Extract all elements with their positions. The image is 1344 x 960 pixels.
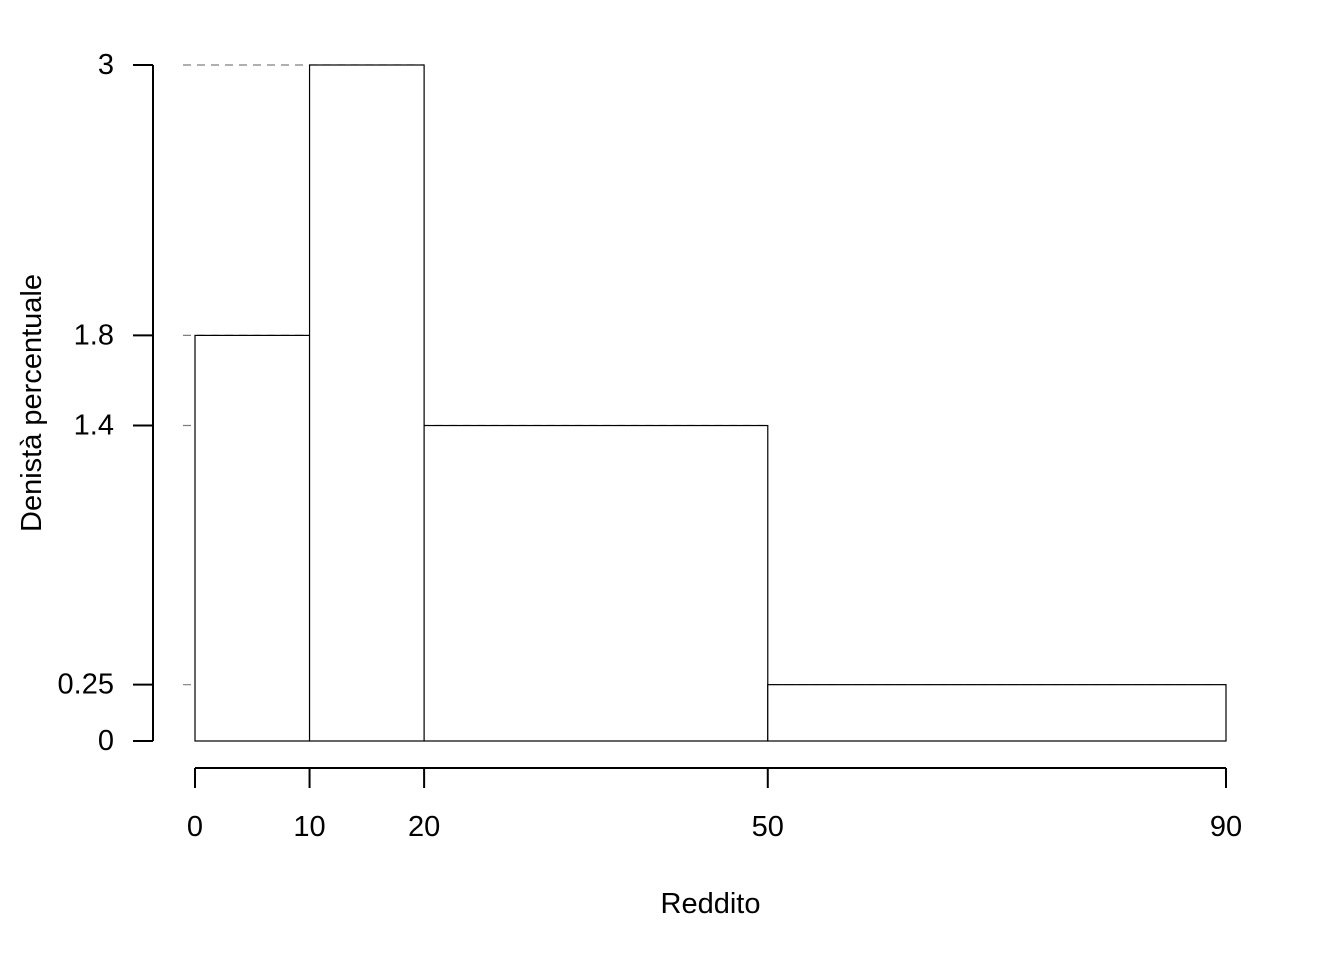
y-tick-label-1-4: 1.4 (74, 410, 114, 442)
x-tick-label-90: 90 (1210, 811, 1242, 843)
x-tick-label-10: 10 (293, 811, 325, 843)
y-axis: 0 0.25 1.4 1.8 3 (58, 49, 154, 757)
bar-0-10 (194, 334, 311, 742)
y-tick-label-0: 0 (98, 725, 114, 757)
x-axis-title: Reddito (661, 888, 761, 920)
bar-50-90 (767, 684, 1227, 742)
x-tick-label-50: 50 (752, 811, 784, 843)
bar-20-50 (423, 424, 769, 742)
x-axis: 0 10 20 50 90 (187, 767, 1242, 843)
y-tick-label-1-8: 1.8 (74, 319, 114, 351)
y-axis-title: Denistà percentuale (16, 274, 48, 532)
x-tick-label-0: 0 (187, 811, 203, 843)
y-tick-label-0-25: 0.25 (58, 669, 114, 701)
x-tick-label-20: 20 (408, 811, 440, 843)
histogram-bars (194, 64, 1227, 742)
y-tick-label-3: 3 (98, 49, 114, 81)
bar-10-20 (308, 64, 425, 742)
